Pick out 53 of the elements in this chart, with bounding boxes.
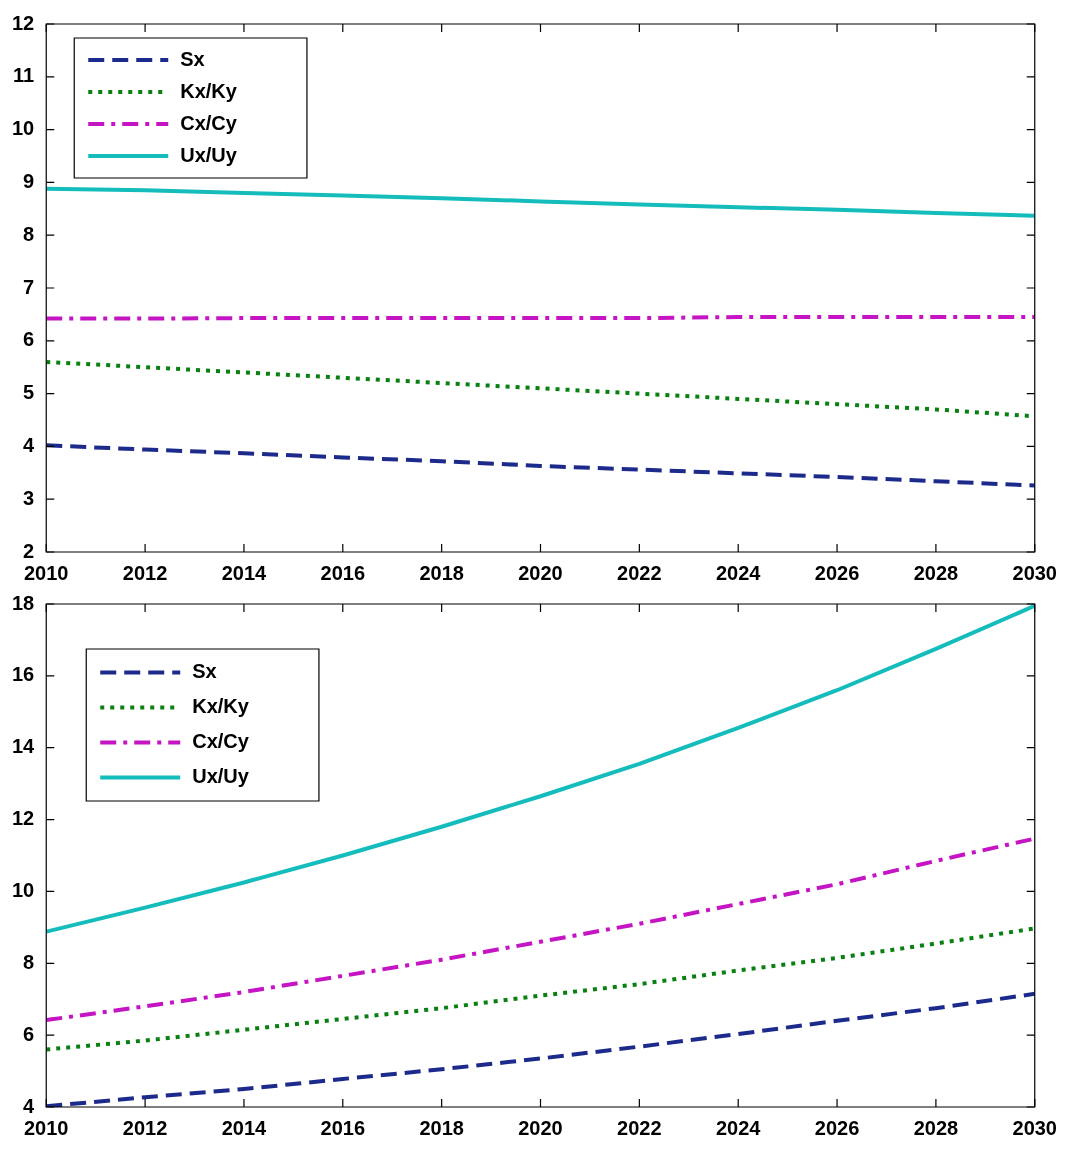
legend-label: Sx <box>192 660 217 683</box>
x-tick-label: 2026 <box>814 561 860 584</box>
y-tick-label: 8 <box>23 222 35 245</box>
legend-label: Cx/Cy <box>180 111 238 134</box>
x-tick-label: 2028 <box>913 561 959 584</box>
line-series <box>46 836 1035 1023</box>
y-tick-label: 6 <box>23 328 35 351</box>
x-tick-label: 2024 <box>715 1116 762 1139</box>
x-tick-label: 2010 <box>24 1116 69 1139</box>
x-tick-label: 2030 <box>1012 1116 1057 1139</box>
x-tick-label: 2020 <box>518 561 563 584</box>
y-tick-label: 11 <box>13 64 35 87</box>
line-series <box>46 991 1035 1107</box>
x-tick-label: 2024 <box>715 561 762 584</box>
legend-label: Cx/Cy <box>192 730 250 753</box>
y-tick-label: 9 <box>23 169 35 192</box>
x-tick-label: 2018 <box>419 561 464 584</box>
y-tick-label: 12 <box>12 11 35 34</box>
y-tick-label: 18 <box>12 591 35 614</box>
line-series <box>46 926 1035 1052</box>
x-tick-label: 2026 <box>814 1116 860 1139</box>
x-tick-label: 2010 <box>24 561 69 584</box>
y-tick-label: 4 <box>23 433 36 456</box>
y-tick-label: 5 <box>23 381 35 404</box>
y-tick-label: 10 <box>12 878 35 901</box>
y-tick-label: 10 <box>12 117 35 140</box>
y-tick-label: 7 <box>23 275 35 298</box>
legend-label: Sx <box>180 47 205 70</box>
y-tick-label: 4 <box>23 1094 36 1117</box>
x-tick-label: 2016 <box>320 1116 366 1139</box>
x-tick-label: 2022 <box>617 561 662 584</box>
x-tick-label: 2028 <box>913 1116 959 1139</box>
x-tick-label: 2020 <box>518 1116 563 1139</box>
legend-label: Kx/Ky <box>192 695 250 718</box>
y-tick-label: 8 <box>23 950 35 973</box>
x-tick-label: 2030 <box>1012 561 1057 584</box>
legend-label: Kx/Ky <box>180 79 238 102</box>
x-tick-label: 2014 <box>221 1116 268 1139</box>
x-tick-label: 2016 <box>320 561 366 584</box>
x-tick-label: 2012 <box>122 561 168 584</box>
y-tick-label: 12 <box>12 807 35 830</box>
legend-label: Ux/Uy <box>180 143 238 166</box>
y-tick-label: 14 <box>12 735 36 758</box>
x-tick-label: 2014 <box>221 561 268 584</box>
y-tick-label: 6 <box>23 1022 35 1045</box>
y-tick-label: 16 <box>12 663 35 686</box>
x-tick-label: 2018 <box>419 1116 464 1139</box>
legend-label: Ux/Uy <box>192 765 250 788</box>
x-tick-label: 2022 <box>617 1116 662 1139</box>
x-tick-label: 2012 <box>122 1116 168 1139</box>
y-tick-label: 2 <box>23 539 35 562</box>
y-tick-label: 3 <box>23 486 35 509</box>
line-series <box>46 443 1035 488</box>
